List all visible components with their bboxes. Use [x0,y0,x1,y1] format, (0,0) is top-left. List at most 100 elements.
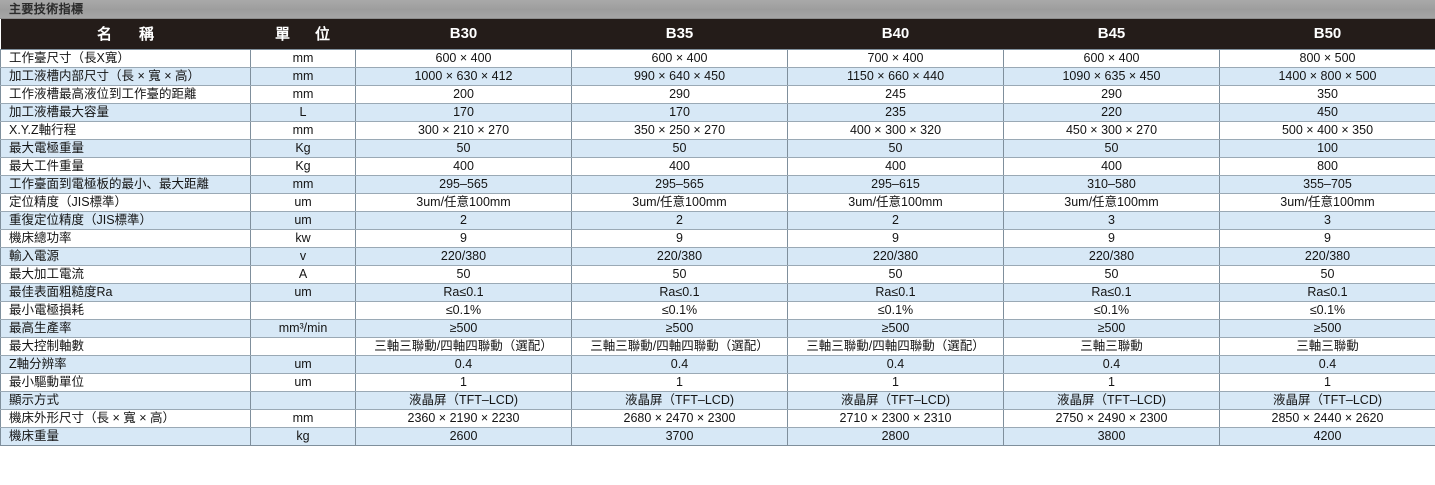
row-unit: um [250,193,356,212]
row-label: Z軸分辨率 [0,355,251,374]
spec-value-b45: 1 [1003,373,1220,392]
spec-value-b30: 200 [355,85,572,104]
table-row: 最大工件重量 Kg 400 400 400 400 800 [0,157,1435,176]
column-header-model-b45: B45 [1003,19,1220,49]
row-unit: kg [250,427,356,446]
row-label: 最高生產率 [0,319,251,338]
row-label: 工作臺尺寸（長X寬） [0,48,251,68]
row-label: 輸入電源 [0,247,251,266]
row-label: 最佳表面粗糙度Ra [0,283,251,302]
table-row: 最大加工電流 A 50 50 50 50 50 [0,265,1435,284]
table-row: 顯示方式 液晶屏（TFT–LCD) 液晶屏（TFT–LCD) 液晶屏（TFT–LCD)… [0,391,1435,410]
spec-value-b40: 400 × 300 × 320 [787,121,1004,140]
spec-value-b50: ≤0.1% [1219,301,1435,320]
table-row: X.Y.Z軸行程 mm 300 × 210 × 270 350 × 250 × 270… [0,121,1435,140]
spec-value-b30: 400 [355,157,572,176]
table-row: 機床重量 kg 2600 3700 2800 3800 4200 [0,427,1435,446]
table-row: 最大電極重量 Kg 50 50 50 50 100 [0,139,1435,158]
spec-value-b30: 50 [355,139,572,158]
column-header-model-b40: B40 [787,19,1004,49]
table-row: 重復定位精度（JIS標準） um 2 2 2 3 3 [0,211,1435,230]
row-unit: um [250,373,356,392]
row-unit: mm [250,67,356,86]
table-row: 工作臺尺寸（長X寬） mm 600 × 400 600 × 400 700 × 400 6… [0,48,1435,68]
spec-value-b35: 液晶屏（TFT–LCD) [571,391,788,410]
table-row: 機床外形尺寸（長 × 寬 × 高） mm 2360 × 2190 × 2230 268… [0,409,1435,428]
spec-value-b30: 9 [355,229,572,248]
spec-value-b35: 9 [571,229,788,248]
table-row: 最佳表面粗糙度Ra um Ra≤0.1 Ra≤0.1 Ra≤0.1 Ra≤0.1 Ra≤0.… [0,283,1435,302]
spec-value-b45: 50 [1003,265,1220,284]
table-row: 加工液槽内部尺寸（長 × 寬 × 高） mm 1000 × 630 × 412 990… [0,67,1435,86]
row-unit [250,391,356,410]
spec-value-b50: 800 [1219,157,1435,176]
spec-value-b40: 9 [787,229,1004,248]
table-row: 最大控制軸數 三軸三聯動/四軸四聯動（選配） 三軸三聯動/四軸四聯動（選配） 三軸三聯… [0,337,1435,356]
spec-value-b45: 50 [1003,139,1220,158]
spec-value-b35: 295–565 [571,175,788,194]
table-header: 名 稱 單 位 B30 B35 B40 B45 B50 [0,19,1435,49]
spec-value-b35: Ra≤0.1 [571,283,788,302]
spec-value-b35: 350 × 250 × 270 [571,121,788,140]
spec-value-b45: 310–580 [1003,175,1220,194]
spec-value-b30: 50 [355,265,572,284]
spec-value-b50: 3 [1219,211,1435,230]
spec-value-b40: 1150 × 660 × 440 [787,67,1004,86]
spec-value-b50: 4200 [1219,427,1435,446]
spec-value-b45: 3um/任意100mm [1003,193,1220,212]
spec-value-b50: Ra≤0.1 [1219,283,1435,302]
spec-value-b45: 600 × 400 [1003,48,1220,68]
title-bar: 主要技術指標 [0,0,1435,19]
row-label: 加工液槽最大容量 [0,103,251,122]
table-row: 加工液槽最大容量 L 170 170 235 220 450 [0,103,1435,122]
spec-value-b35: 600 × 400 [571,48,788,68]
row-unit: L [250,103,356,122]
row-label: 最大控制軸數 [0,337,251,356]
spec-value-b45: 220/380 [1003,247,1220,266]
spec-value-b35: 0.4 [571,355,788,374]
spec-value-b50: 1 [1219,373,1435,392]
spec-value-b40: 1 [787,373,1004,392]
row-unit: mm [250,121,356,140]
spec-value-b30: 600 × 400 [355,48,572,68]
spec-value-b50: 液晶屏（TFT–LCD) [1219,391,1435,410]
spec-value-b35: 3700 [571,427,788,446]
spec-value-b35: 50 [571,139,788,158]
row-label: 最小電極損耗 [0,301,251,320]
spec-value-b40: Ra≤0.1 [787,283,1004,302]
specifications-table: 名 稱 單 位 B30 B35 B40 B45 B50 工作臺尺寸（長X寬） mm… [0,19,1435,446]
spec-value-b50: 3um/任意100mm [1219,193,1435,212]
row-label: 最大電極重量 [0,139,251,158]
spec-value-b50: 50 [1219,265,1435,284]
column-header-unit: 單 位 [250,19,356,49]
row-label: 顯示方式 [0,391,251,410]
row-label: 最小驅動單位 [0,373,251,392]
row-unit: Kg [250,139,356,158]
spec-value-b35: 400 [571,157,788,176]
spec-value-b35: 290 [571,85,788,104]
spec-value-b30: ≥500 [355,319,572,338]
spec-value-b35: 220/380 [571,247,788,266]
spec-value-b45: ≤0.1% [1003,301,1220,320]
row-unit [250,301,356,320]
row-label: 重復定位精度（JIS標準） [0,211,251,230]
row-label: 機床總功率 [0,229,251,248]
spec-value-b30: 2360 × 2190 × 2230 [355,409,572,428]
table-row: 定位精度（JIS標準） um 3um/任意100mm 3um/任意100mm 3um/任… [0,193,1435,212]
spec-value-b40: 235 [787,103,1004,122]
spec-value-b40: 液晶屏（TFT–LCD) [787,391,1004,410]
table-row: 輸入電源 v 220/380 220/380 220/380 220/380 220/380 [0,247,1435,266]
spec-value-b30: 三軸三聯動/四軸四聯動（選配） [355,337,572,356]
row-unit: mm³/min [250,319,356,338]
spec-value-b50: 800 × 500 [1219,48,1435,68]
spec-value-b30: 170 [355,103,572,122]
spec-value-b45: 290 [1003,85,1220,104]
spec-value-b40: 220/380 [787,247,1004,266]
spec-value-b35: 2 [571,211,788,230]
row-unit: mm [250,48,356,68]
column-header-model-b30: B30 [355,19,572,49]
row-unit: um [250,283,356,302]
header-row: 名 稱 單 位 B30 B35 B40 B45 B50 [0,19,1435,49]
table-row: 最小電極損耗 ≤0.1% ≤0.1% ≤0.1% ≤0.1% ≤0.1% [0,301,1435,320]
spec-value-b30: 1000 × 630 × 412 [355,67,572,86]
